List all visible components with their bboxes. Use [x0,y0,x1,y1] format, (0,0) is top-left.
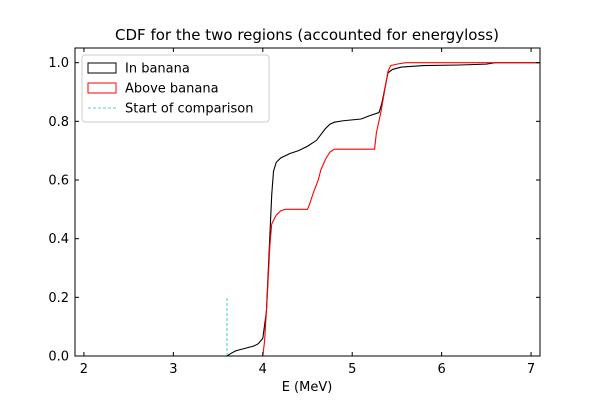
x-tick-label: 3 [169,362,177,377]
legend-label-1: Above banana [125,82,219,97]
legend-box [81,54,270,123]
legend-label-2: Start of comparison [125,102,253,117]
y-tick-label: 0.8 [48,115,69,130]
x-tick-label: 5 [348,362,356,377]
x-axis-label: E (MeV) [282,380,333,395]
y-axis: 0.0 0.2 0.4 0.6 0.8 1.0 [48,56,540,365]
y-tick-label: 0.4 [48,232,69,247]
x-axis: 2 3 4 5 6 7 [80,48,535,377]
legend-label-0: In banana [125,62,190,77]
y-tick-label: 1.0 [48,56,69,71]
y-tick-label: 0.0 [48,350,69,365]
legend-swatch-0 [87,62,117,74]
legend: In banana Above banana Start of comparison [81,54,270,123]
y-tick-label: 0.6 [48,174,69,189]
x-tick-label: 2 [80,362,88,377]
x-tick-label: 6 [437,362,445,377]
legend-swatch-1 [87,82,117,94]
series-line-0 [75,62,540,357]
plot-frame [74,47,541,357]
chart-title: CDF for the two regions (accounted for e… [115,26,499,44]
series-line-1 [75,62,540,357]
x-tick-label: 7 [527,362,535,377]
y-tick-label: 0.2 [48,291,69,306]
plot-area [74,47,541,357]
x-tick-label: 4 [259,362,267,377]
